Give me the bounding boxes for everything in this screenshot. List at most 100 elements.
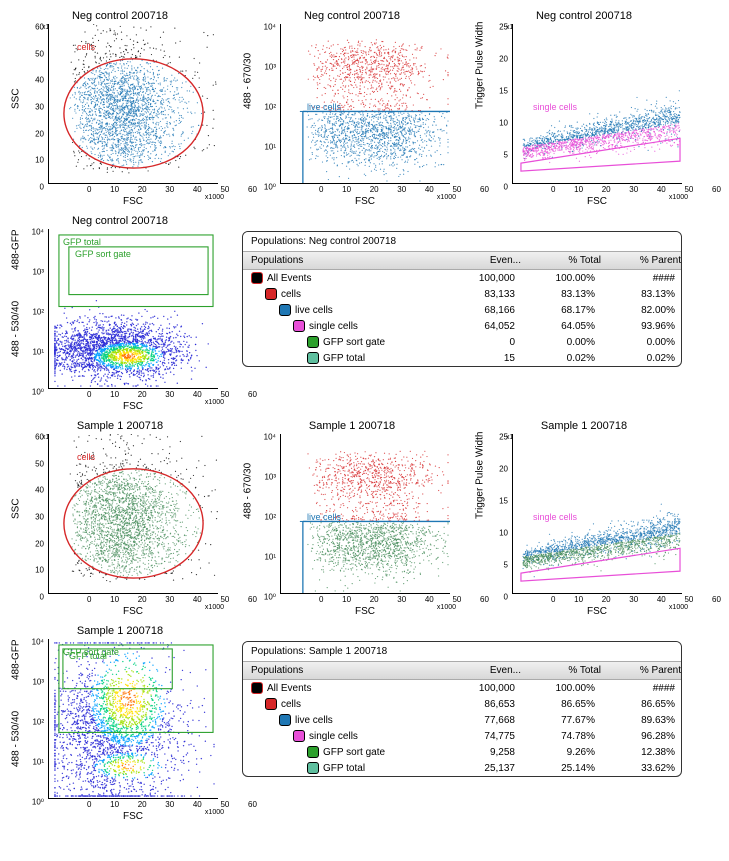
population-pct_total: 0.02% xyxy=(521,353,601,364)
plot-canvas: 0102030405060x1000live cells xyxy=(280,434,450,594)
population-events: 100,000 xyxy=(451,273,521,284)
swatch-icon xyxy=(265,698,277,710)
populations-row: single cells64,05264.05%93.96% xyxy=(243,318,681,334)
plot-title: Sample 1 200718 xyxy=(10,420,230,432)
xticks: 0102030405060 xyxy=(87,800,257,809)
plot: Sample 1 20071810⁰10¹10²10³10⁴0102030405… xyxy=(242,420,462,617)
population-label: All Events xyxy=(267,683,311,694)
plot: Sample 1 200718x100005101520250102030405… xyxy=(474,420,694,617)
xticks: 0102030405060 xyxy=(551,185,721,194)
xscale-note: x1000 xyxy=(669,604,688,611)
swatch-icon xyxy=(251,682,263,694)
plot-canvas: 0102030405060x1000cells xyxy=(48,434,218,594)
populations-row: cells83,13383.13%83.13% xyxy=(243,286,681,302)
populations-row: single cells74,77574.78%96.28% xyxy=(243,728,681,744)
xlabel: FSC xyxy=(512,196,682,207)
population-events: 74,775 xyxy=(451,731,521,742)
plot-row: Sample 1 200718x100001020304050600102030… xyxy=(10,420,719,617)
population-label: live cells xyxy=(295,715,333,726)
populations-table: Populations: Sample 1 200718PopulationsE… xyxy=(242,641,682,777)
xscale-note: x1000 xyxy=(205,604,224,611)
population-pct_parent: 86.65% xyxy=(601,699,681,710)
xscale-note: x1000 xyxy=(205,809,224,816)
populations-row: GFP sort gate9,2589.26%12.38% xyxy=(243,744,681,760)
population-label: cells xyxy=(281,289,301,300)
populations-title: Populations: Neg control 200718 xyxy=(243,232,681,251)
populations-row: live cells 77,66877.67%89.63% xyxy=(243,712,681,728)
population-events: 100,000 xyxy=(451,683,521,694)
population-label: All Events xyxy=(267,273,311,284)
plot: Neg control 20071810⁰10¹10²10³10⁴0102030… xyxy=(10,215,230,412)
xscale-note: x1000 xyxy=(669,194,688,201)
population-pct_parent: 33.62% xyxy=(601,763,681,774)
population-pct_total: 100.00% xyxy=(521,683,601,694)
plot-title: Sample 1 200718 xyxy=(10,625,230,637)
population-pct_total: 64.05% xyxy=(521,321,601,332)
swatch-icon xyxy=(307,762,319,774)
population-pct_parent: 83.13% xyxy=(601,289,681,300)
population-pct_total: 9.26% xyxy=(521,747,601,758)
xticks: 0102030405060 xyxy=(87,185,257,194)
plot: Neg control 200718x100005101520250102030… xyxy=(474,10,694,207)
swatch-icon xyxy=(293,320,305,332)
swatch-icon xyxy=(307,336,319,348)
population-pct_parent: 89.63% xyxy=(601,715,681,726)
plot-title: Neg control 200718 xyxy=(10,10,230,22)
population-pct_total: 0.00% xyxy=(521,337,601,348)
populations-title: Populations: Sample 1 200718 xyxy=(243,642,681,661)
xlabel: FSC xyxy=(512,606,682,617)
population-pct_total: 25.14% xyxy=(521,763,601,774)
plot-title: Neg control 200718 xyxy=(474,10,694,22)
ylabel: Trigger Pulse Width xyxy=(475,21,486,108)
swatch-icon xyxy=(265,288,277,300)
ylabel: Trigger Pulse Width xyxy=(475,431,486,518)
population-pct_total: 77.67% xyxy=(521,715,601,726)
xscale-note: x1000 xyxy=(205,399,224,406)
plot: Neg control 20071810⁰10¹10²10³10⁴0102030… xyxy=(242,10,462,207)
swatch-icon xyxy=(293,730,305,742)
population-pct_parent: 0.00% xyxy=(601,337,681,348)
populations-row: GFP total150.02%0.02% xyxy=(243,350,681,366)
plot-title: Sample 1 200718 xyxy=(242,420,462,432)
population-label: GFP sort gate xyxy=(323,337,385,348)
populations-row: All Events100,000100.00%#### xyxy=(243,270,681,286)
ylabel: SSC xyxy=(11,88,22,109)
plot-canvas: 0102030405060x1000single cells xyxy=(512,24,682,184)
population-events: 9,258 xyxy=(451,747,521,758)
population-events: 77,668 xyxy=(451,715,521,726)
population-pct_parent: 96.28% xyxy=(601,731,681,742)
population-events: 25,137 xyxy=(451,763,521,774)
populations-row: All Events 100,000100.00%#### xyxy=(243,680,681,696)
plot-row: Sample 1 20071810⁰10¹10²10³10⁴0102030405… xyxy=(10,625,719,822)
plot-title: Neg control 200718 xyxy=(10,215,230,227)
xscale-note: x1000 xyxy=(437,194,456,201)
xlabel: FSC xyxy=(48,196,218,207)
population-events: 64,052 xyxy=(451,321,521,332)
plot-title: Neg control 200718 xyxy=(242,10,462,22)
plot-canvas: 0102030405060x1000cells xyxy=(48,24,218,184)
swatch-icon xyxy=(279,304,291,316)
swatch-icon xyxy=(307,746,319,758)
population-label: GFP total xyxy=(323,763,365,774)
plot-canvas: 0102030405060x1000single cells xyxy=(512,434,682,594)
populations-table: Populations: Neg control 200718Populatio… xyxy=(242,231,682,367)
populations-row: live cells68,16668.17%82.00% xyxy=(243,302,681,318)
xticks: 0102030405060 xyxy=(551,595,721,604)
population-events: 83,133 xyxy=(451,289,521,300)
xticks: 0102030405060 xyxy=(319,185,489,194)
xlabel: FSC xyxy=(280,196,450,207)
ylabel: SSC xyxy=(11,498,22,519)
ylabel: 488 - 530/40 xyxy=(11,301,22,357)
xticks: 0102030405060 xyxy=(87,595,257,604)
population-label: GFP total xyxy=(323,353,365,364)
xlabel: FSC xyxy=(280,606,450,617)
plot: Sample 1 20071810⁰10¹10²10³10⁴0102030405… xyxy=(10,625,230,822)
xticks: 0102030405060 xyxy=(87,390,257,399)
plot-row: Neg control 20071810⁰10¹10²10³10⁴0102030… xyxy=(10,215,719,412)
population-label: single cells xyxy=(309,731,358,742)
plot-canvas: 0102030405060x1000GFP totalGFP sort gate xyxy=(48,229,218,389)
population-label: cells xyxy=(281,699,301,710)
xlabel: FSC xyxy=(48,606,218,617)
population-events: 86,653 xyxy=(451,699,521,710)
population-pct_parent: #### xyxy=(601,683,681,694)
